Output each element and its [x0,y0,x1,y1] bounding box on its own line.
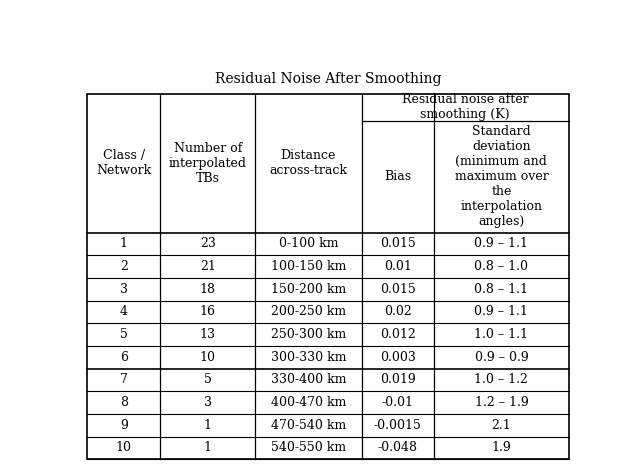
Text: 23: 23 [200,238,216,250]
Text: 200-250 km: 200-250 km [271,305,346,318]
Text: 10: 10 [200,351,216,364]
Text: 100-150 km: 100-150 km [271,260,346,273]
Text: 2.1: 2.1 [492,419,511,432]
Text: -0.01: -0.01 [382,396,414,409]
Text: 16: 16 [200,305,216,318]
Text: 540-550 km: 540-550 km [271,441,346,455]
Text: 0.9 – 1.1: 0.9 – 1.1 [474,305,529,318]
Text: 0.015: 0.015 [380,283,416,296]
Text: 250-300 km: 250-300 km [271,328,346,341]
Text: Residual noise after
smoothing (K): Residual noise after smoothing (K) [402,93,529,121]
Text: 9: 9 [120,419,128,432]
Text: 6: 6 [120,351,128,364]
Text: 0.8 – 1.1: 0.8 – 1.1 [474,283,529,296]
Text: 1.2 – 1.9: 1.2 – 1.9 [474,396,528,409]
Text: 3: 3 [204,396,212,409]
Text: Standard
deviation
(minimum and
maximum over
the
interpolation
angles): Standard deviation (minimum and maximum … [454,125,548,228]
Text: 5: 5 [120,328,128,341]
Text: 18: 18 [200,283,216,296]
Text: 1: 1 [204,441,212,455]
Text: 21: 21 [200,260,216,273]
Text: Distance
across-track: Distance across-track [269,149,348,177]
Text: 0.9 – 0.9: 0.9 – 0.9 [474,351,528,364]
Text: 1.9: 1.9 [492,441,511,455]
Text: 13: 13 [200,328,216,341]
Text: 8: 8 [120,396,128,409]
Text: 0.9 – 1.1: 0.9 – 1.1 [474,238,529,250]
Text: 5: 5 [204,373,212,387]
Text: 0.003: 0.003 [380,351,416,364]
Text: 0.019: 0.019 [380,373,416,387]
Text: 7: 7 [120,373,128,387]
Text: 0.015: 0.015 [380,238,416,250]
Text: 2: 2 [120,260,128,273]
Text: Bias: Bias [385,170,412,183]
Text: 150-200 km: 150-200 km [271,283,346,296]
Text: 330-400 km: 330-400 km [271,373,346,387]
Text: Residual Noise After Smoothing: Residual Noise After Smoothing [215,72,441,86]
Text: 0.8 – 1.0: 0.8 – 1.0 [474,260,529,273]
Text: 1.0 – 1.1: 1.0 – 1.1 [474,328,529,341]
Text: 0-100 km: 0-100 km [278,238,338,250]
Text: 0.012: 0.012 [380,328,416,341]
Text: -0.048: -0.048 [378,441,418,455]
Text: 400-470 km: 400-470 km [271,396,346,409]
Text: 1: 1 [204,419,212,432]
Text: Class /
Network: Class / Network [96,149,152,177]
Text: Number of
interpolated
TBs: Number of interpolated TBs [169,142,247,185]
Text: 300-330 km: 300-330 km [271,351,346,364]
Text: 1.0 – 1.2: 1.0 – 1.2 [474,373,529,387]
Text: 0.01: 0.01 [384,260,412,273]
Text: -0.0015: -0.0015 [374,419,422,432]
Text: 4: 4 [120,305,128,318]
Text: 3: 3 [120,283,128,296]
Text: 0.02: 0.02 [384,305,412,318]
Text: 1: 1 [120,238,128,250]
Text: 470-540 km: 470-540 km [271,419,346,432]
Text: 10: 10 [116,441,132,455]
